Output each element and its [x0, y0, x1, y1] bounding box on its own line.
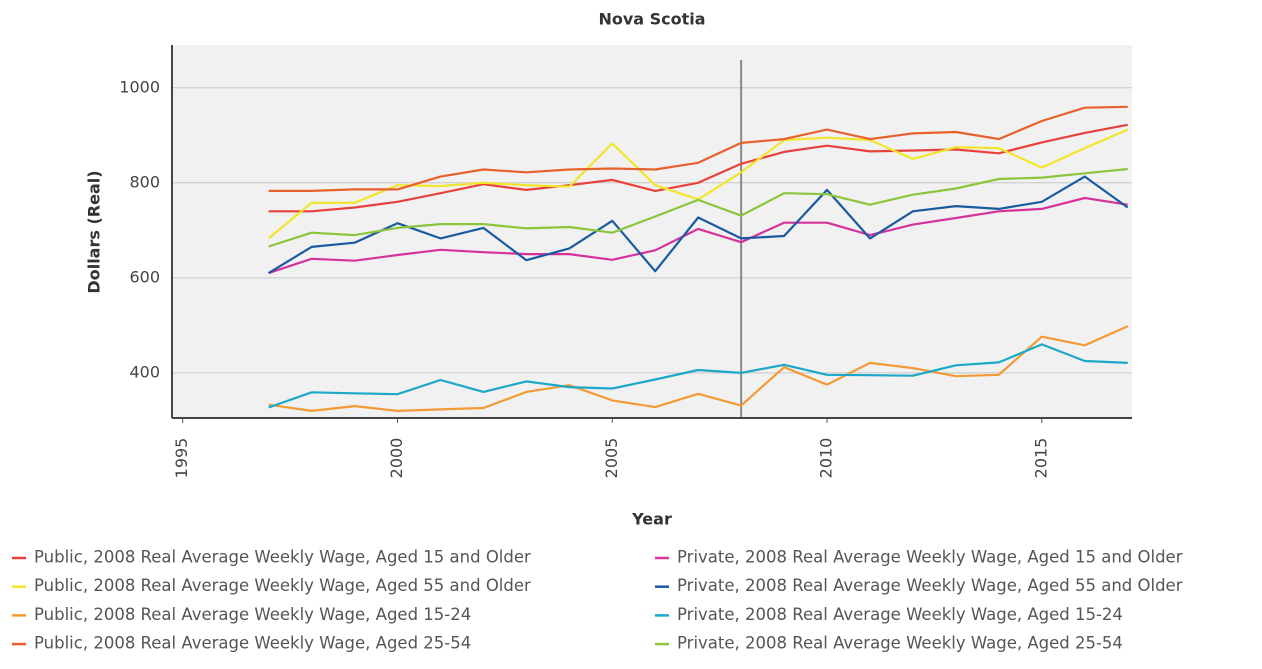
- legend-label: Public, 2008 Real Average Weekly Wage, A…: [34, 548, 531, 567]
- series-line: [268, 123, 1128, 213]
- plot-area: [172, 45, 1132, 418]
- x-tick-label: 2005: [602, 438, 621, 479]
- legend-label: Public, 2008 Real Average Weekly Wage, A…: [34, 634, 471, 653]
- x-tick-label: 1995: [172, 438, 191, 479]
- x-tick-label: 2000: [387, 438, 406, 479]
- chart-title: Nova Scotia: [598, 10, 705, 29]
- series-line: [268, 325, 1129, 412]
- series-line: [268, 175, 1129, 275]
- legend-label: Private, 2008 Real Average Weekly Wage, …: [677, 576, 1183, 595]
- legend-label: Public, 2008 Real Average Weekly Wage, A…: [34, 605, 471, 624]
- legend-label: Private, 2008 Real Average Weekly Wage, …: [677, 634, 1123, 653]
- x-tick-label: 2010: [817, 438, 836, 479]
- series-line: [268, 167, 1128, 248]
- legend-label: Private, 2008 Real Average Weekly Wage, …: [677, 548, 1183, 567]
- legend-label: Private, 2008 Real Average Weekly Wage, …: [677, 605, 1123, 624]
- series-line: [268, 196, 1128, 275]
- y-tick-label: 800: [129, 172, 160, 191]
- series-line: [268, 343, 1128, 409]
- x-axis-label: Year: [631, 510, 672, 529]
- y-axis-label: Dollars (Real): [85, 170, 104, 293]
- y-tick-label: 1000: [119, 77, 160, 96]
- y-tick-label: 400: [129, 362, 160, 381]
- series-line: [268, 105, 1128, 192]
- legend-label: Public, 2008 Real Average Weekly Wage, A…: [34, 576, 531, 595]
- x-tick-label: 2015: [1031, 438, 1050, 479]
- y-tick-label: 600: [129, 267, 160, 286]
